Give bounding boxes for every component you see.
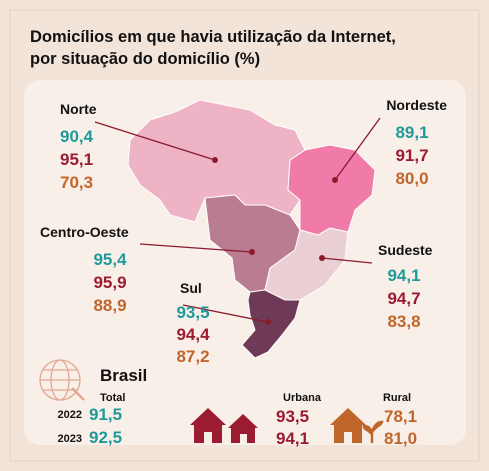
- value-urbana: 94,4: [176, 325, 210, 344]
- region-sul: [241, 289, 301, 359]
- region-sudeste: [264, 227, 349, 301]
- title: Domicílios em que havia utilização da In…: [30, 28, 396, 46]
- value-urbana: 95,1: [60, 150, 93, 169]
- value-total: 95,4: [93, 250, 127, 269]
- brasil-label: Brasil: [100, 366, 147, 385]
- region-nordeste: [287, 144, 376, 236]
- region-label: Centro-Oeste: [40, 224, 129, 240]
- value-rural: 70,3: [60, 173, 93, 192]
- region-label: Nordeste: [386, 97, 447, 113]
- dot: [249, 249, 255, 255]
- dot: [332, 177, 338, 183]
- value-total: 89,1: [395, 123, 428, 142]
- value-total: 92,5: [89, 428, 122, 447]
- value-total: 93,5: [176, 303, 209, 322]
- year: 2023: [58, 433, 82, 445]
- value-total: 94,1: [387, 266, 420, 285]
- value-urbana: 94,1: [276, 429, 309, 448]
- title: por situação do domicílio (%): [30, 50, 260, 68]
- value-rural: 80,0: [395, 169, 428, 188]
- value-urbana: 93,5: [276, 407, 309, 426]
- dot: [212, 157, 218, 163]
- dot: [265, 319, 271, 325]
- region-label: Norte: [60, 101, 97, 117]
- value-rural: 78,1: [384, 407, 417, 426]
- urbana-label: Urbana: [283, 392, 322, 404]
- value-rural: 83,8: [387, 312, 420, 331]
- value-rural: 88,9: [93, 296, 126, 315]
- dot: [319, 255, 325, 261]
- globe-icon: [39, 359, 85, 401]
- urban-houses-icon: [190, 408, 258, 443]
- year: 2022: [58, 409, 82, 421]
- value-urbana: 94,7: [387, 289, 420, 308]
- leader-line: [139, 243, 253, 253]
- value-urbana: 95,9: [93, 273, 126, 292]
- leader-line: [321, 257, 373, 264]
- value-urbana: 91,7: [395, 146, 428, 165]
- leader-line: [94, 121, 216, 161]
- region-label: Sudeste: [378, 242, 433, 258]
- value-total: 90,4: [60, 127, 94, 146]
- value-rural: 87,2: [176, 347, 209, 366]
- region-label: Sul: [180, 280, 202, 296]
- rural-house-icon: [330, 408, 384, 443]
- rural-label: Rural: [383, 392, 411, 404]
- total-label: Total: [100, 392, 125, 404]
- value-total: 91,5: [89, 405, 122, 424]
- value-rural: 81,0: [384, 429, 417, 448]
- leader-line: [334, 117, 381, 181]
- leader-line: [182, 304, 269, 323]
